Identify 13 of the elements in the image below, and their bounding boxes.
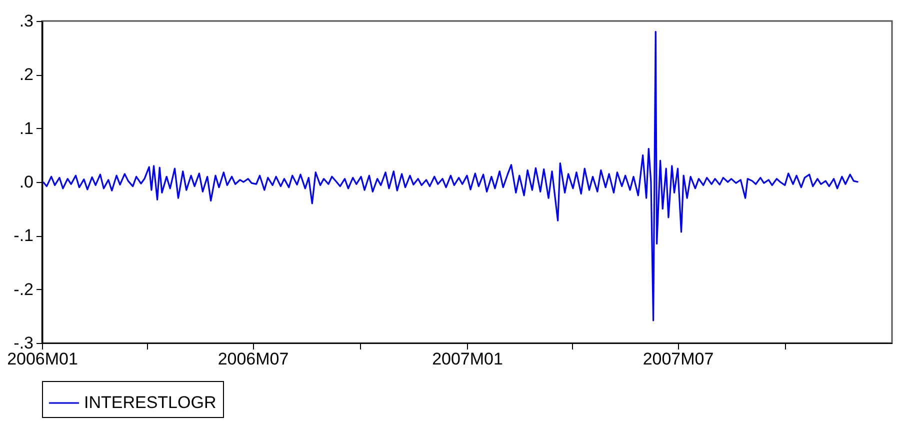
x-tick-label: 2007M01: [432, 350, 503, 368]
y-tick-label: .2: [19, 65, 34, 84]
y-tick-label: .1: [19, 118, 34, 138]
legend-label: INTERESTLOGR: [84, 393, 216, 412]
y-tick-label: .3: [19, 12, 34, 30]
y-tick-label: .0: [19, 172, 34, 192]
line-series: [42, 30, 860, 322]
x-tick-label: 2006M01: [7, 350, 78, 368]
x-tick-label: 2006M07: [218, 350, 289, 368]
y-tick-label: -.2: [14, 280, 34, 299]
x-tick-label: 2007M07: [642, 350, 714, 368]
y-tick-label: -.1: [14, 226, 34, 246]
y-tick-label: -.3: [14, 334, 34, 352]
